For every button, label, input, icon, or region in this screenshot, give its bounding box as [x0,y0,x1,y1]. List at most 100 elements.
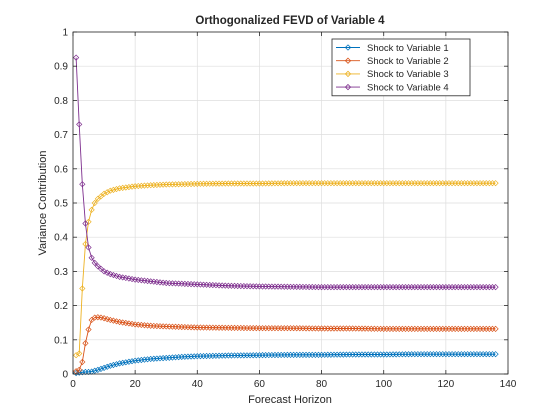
x-axis-label: Forecast Horizon [248,394,332,406]
data-point [138,356,145,364]
data-point [88,254,95,261]
data-point [91,259,98,266]
data-point [73,54,80,61]
data-point [492,284,499,291]
data-point [107,362,114,369]
data-point [104,189,111,196]
data-point [85,326,92,333]
y-tick-label: 1 [62,28,68,39]
x-tick-label: 20 [130,379,142,390]
data-point [94,263,101,270]
data-point [492,180,499,187]
data-point [79,358,86,366]
data-point [76,350,83,357]
legend-marker [344,44,352,51]
data-point [113,185,120,193]
legend-marker [344,57,352,64]
data-point [132,183,139,190]
data-point [79,285,86,292]
data-point [160,181,167,188]
data-point [156,355,164,362]
x-tick-label: 140 [500,379,517,390]
legend-label: Shock to Variable 2 [367,56,449,67]
data-point [88,206,95,213]
series-line [76,353,496,374]
x-tick-label: 60 [254,379,266,390]
y-axis-label: Variance Contribution [37,151,49,256]
legend-item: Shock to Variable 3 [336,69,449,80]
y-tick-label: 0.4 [54,233,68,244]
data-point [191,353,198,360]
data-point [122,359,129,366]
data-point [94,366,101,373]
data-point [100,268,108,275]
data-point [178,353,185,360]
data-point [122,184,129,191]
x-tick-label: 100 [375,379,392,390]
data-point [110,186,117,193]
data-point [76,121,83,128]
legend-item: Shock to Variable 2 [336,56,449,67]
series-line [75,57,496,288]
data-point [82,240,89,248]
data-point [163,354,170,362]
data-point [125,358,133,365]
data-point [153,181,160,189]
data-point [181,353,188,360]
data-point [128,358,136,365]
data-point [166,354,173,361]
data-point [100,364,108,371]
series-4 [73,54,499,291]
data-point [97,265,105,272]
data-point [125,183,133,191]
x-tick-label: 120 [438,379,455,390]
y-tick-label: 0.9 [54,62,68,73]
legend-label: Shock to Variable 4 [367,82,449,93]
data-point [135,357,142,364]
series-layer [73,54,499,377]
legend-item: Shock to Variable 1 [336,43,449,54]
legend-item: Shock to Variable 4 [336,82,449,93]
data-point [82,340,89,347]
y-tick-label: 0.8 [54,96,68,107]
chart-title: Orthogonalized FEVD of Variable 4 [195,15,385,27]
data-point [169,354,176,361]
legend-label: Shock to Variable 3 [367,69,449,80]
data-point [141,356,148,363]
data-point [119,359,126,366]
data-point [141,182,148,189]
y-tick-label: 0.5 [54,199,68,210]
axes [72,31,509,375]
y-tick-label: 0.6 [54,164,68,175]
data-point [91,367,98,374]
legend-marker [344,70,352,78]
data-point [187,353,195,360]
legend: Shock to Variable 1 Shock to Variable 2 Sh… [331,38,471,97]
legend-box [331,38,471,97]
data-point [91,199,98,207]
data-point [85,218,92,225]
data-point [104,316,111,323]
data-point [119,184,126,191]
data-point [91,314,98,321]
y-tick-label: 0.3 [54,267,68,278]
data-point [107,187,114,194]
data-point [153,355,160,362]
data-point [150,355,157,362]
data-point [76,369,83,376]
series-3 [73,180,499,359]
data-point [492,351,499,358]
x-tick-label: 80 [316,379,328,390]
data-point [82,220,89,227]
data-point [184,353,192,360]
data-point [138,182,145,189]
x-tick-label: 0 [70,379,76,390]
data-point [116,185,123,192]
data-point [128,183,136,190]
series-line [75,182,496,356]
data-point [100,315,108,322]
y-tick-label: 0 [62,370,68,381]
data-point [172,354,179,361]
series-2 [73,314,499,375]
